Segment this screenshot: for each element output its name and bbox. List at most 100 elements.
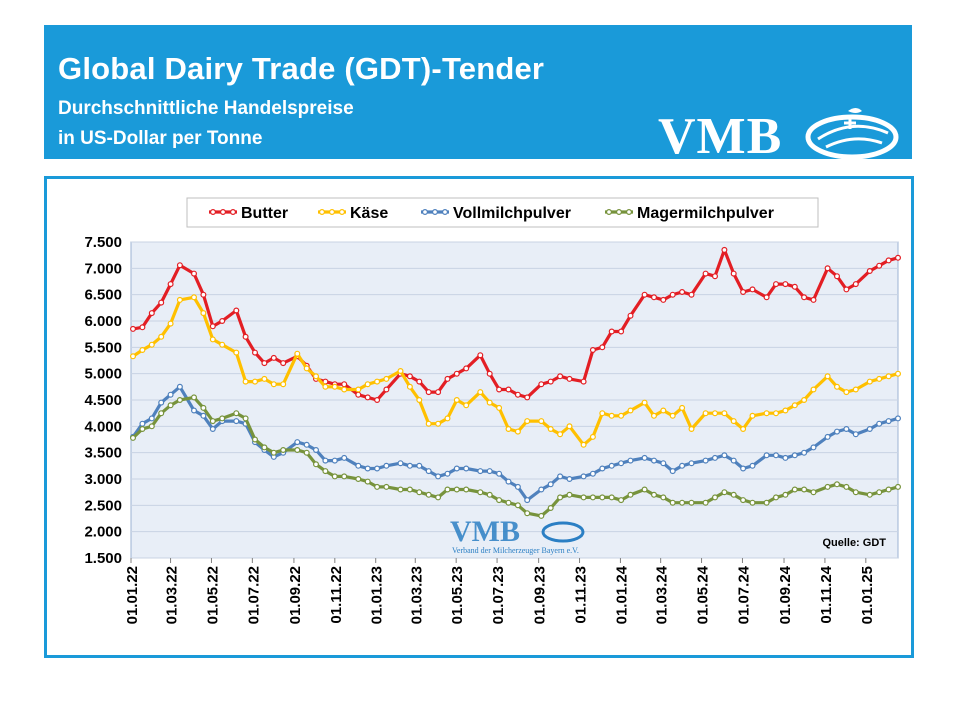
legend-marker [339,209,346,216]
data-point [341,381,348,388]
data-point [833,383,840,390]
data-point [566,423,573,430]
data-point [608,328,615,335]
data-point [711,273,718,280]
data-point [711,454,718,461]
data-point [721,452,728,459]
data-point [233,307,240,314]
y-tick-label: 4.500 [84,392,122,409]
y-tick-label: 7.000 [84,260,122,277]
data-point [425,491,432,498]
data-point [158,333,165,340]
data-point [200,291,207,298]
data-point [599,465,606,472]
series-vollmilchpulver [130,383,901,504]
data-point [397,486,404,493]
data-point [355,476,362,483]
data-point [538,381,545,388]
data-point [866,378,873,385]
y-tick-label: 5.500 [84,339,122,356]
legend-item-butter: Butter [209,205,288,222]
data-point [702,457,709,464]
data-point [679,499,686,506]
data-point [191,407,198,414]
legend-marker [422,209,429,216]
y-tick-label: 5.000 [84,366,122,383]
x-tick-label: 01.03.24 [654,565,671,624]
series-line-magermilchpulver [131,395,899,518]
data-point [688,460,695,467]
data-point [130,434,137,441]
data-point [397,368,404,375]
data-point [627,312,634,319]
data-point [749,499,756,506]
data-point [505,499,512,506]
data-point [158,410,165,417]
data-point [242,333,249,340]
x-tick-label: 01.01.23 [369,566,386,624]
data-point [885,373,892,380]
data-point [397,460,404,467]
data-point [219,415,226,422]
data-point [801,397,808,404]
data-point [810,444,817,451]
data-point [176,383,183,390]
data-point [852,386,859,393]
data-point [688,426,695,433]
data-point [435,494,442,501]
data-point [833,428,840,435]
data-point [463,365,470,372]
data-point [453,486,460,493]
data-point [435,420,442,427]
data-point [374,465,381,472]
data-point [303,449,310,456]
chart-subtitle-line2: in US-Dollar per Tonne [58,128,263,149]
data-point [763,452,770,459]
data-point [416,489,423,496]
data-point [650,491,657,498]
data-point [406,383,413,390]
data-point [894,415,901,422]
data-point [383,375,390,382]
data-point [496,404,503,411]
data-point [589,347,596,354]
data-point [557,373,564,380]
data-point [589,494,596,501]
data-point [833,481,840,488]
data-point [721,489,728,496]
data-point [233,410,240,417]
title-banner: Global Dairy Trade (GDT)-Tender Durchsch… [44,25,912,165]
data-point [167,391,174,398]
data-point [730,418,737,425]
data-point [566,375,573,382]
x-tick-label: 01.09.23 [532,566,549,624]
data-point [824,483,831,490]
data-point [322,468,329,475]
legend-box [186,197,819,228]
data-point [599,410,606,417]
y-tick-label: 6.500 [84,287,122,304]
legend-marker [442,209,449,216]
data-point [641,399,648,406]
y-axis-ticks: 1.500 2.000 2.500 3.000 3.500 4.000 4.500 5.000… [84,234,122,567]
data-point [843,426,850,433]
data-point [374,397,381,404]
data-point [763,410,770,417]
data-point [416,378,423,385]
legend-label: Käse [350,205,388,222]
data-point [885,257,892,264]
data-point [331,473,338,480]
data-point [669,499,676,506]
data-point [580,473,587,480]
data-point [749,462,756,469]
data-point [130,353,137,360]
data-point [139,426,146,433]
data-point [453,397,460,404]
data-point [416,397,423,404]
data-point [580,441,587,448]
data-point [514,428,521,435]
data-point [486,491,493,498]
data-point [477,352,484,359]
data-point [566,491,573,498]
x-tick-label: 01.07.24 [735,565,752,624]
